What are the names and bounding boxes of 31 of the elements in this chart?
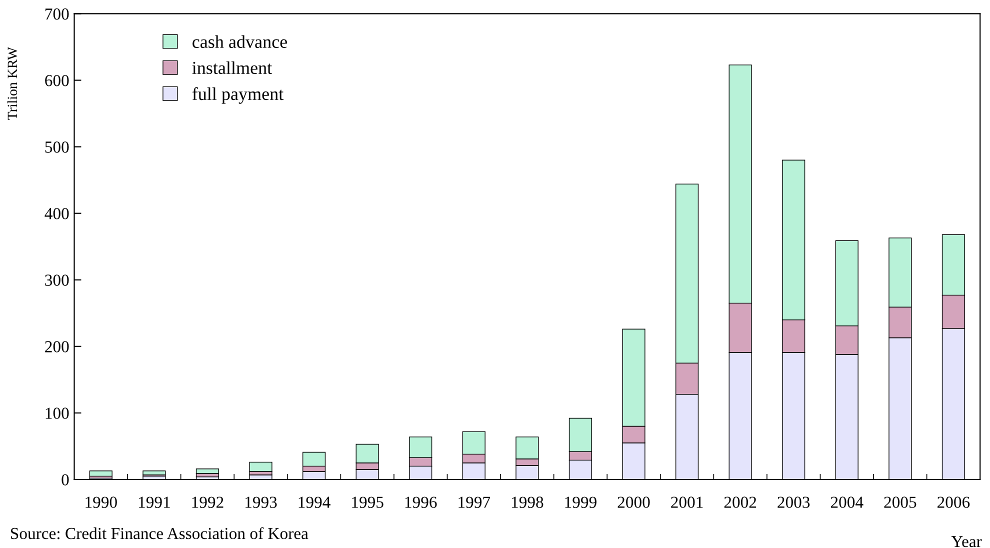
y-tick-label: 700	[45, 8, 69, 20]
y-axis-title: Trilion KRW	[7, 46, 18, 120]
x-tick-label: 2006	[938, 496, 970, 508]
y-tick-label: 0	[62, 474, 69, 486]
y-tick-label: 600	[45, 74, 69, 86]
x-tick-label: 2003	[778, 496, 810, 508]
x-tick-label: 1991	[138, 496, 170, 508]
x-tick-label: 1992	[192, 496, 224, 508]
legend-label: cash advance	[192, 35, 287, 48]
x-tick-label: 1995	[352, 496, 384, 508]
legend-label: installment	[192, 61, 272, 74]
y-tick-label: 100	[46, 408, 69, 419]
x-tick-label: 1993	[246, 496, 277, 508]
x-tick-label: 1996	[405, 496, 437, 508]
x-tick-label: 1999	[565, 496, 596, 508]
y-tick-label: 300	[45, 274, 69, 286]
y-tick-label: 200	[45, 341, 69, 352]
x-tick-label: 1990	[86, 496, 117, 508]
x-tick-label: 1994	[298, 496, 330, 508]
x-tick-label: 1997	[458, 496, 490, 508]
x-axis-title: Year	[951, 536, 982, 548]
x-tick-label: 2002	[724, 496, 756, 508]
y-tick-label: 500	[45, 141, 69, 153]
x-tick-label: 1998	[512, 496, 544, 508]
source-note: Source: Credit Finance Association of Korea	[11, 527, 308, 540]
x-tick-label: 2001	[671, 496, 703, 508]
y-tick-label: 400	[44, 208, 69, 220]
x-tick-label: 2004	[830, 496, 864, 508]
legend-label: full payment	[192, 87, 284, 104]
x-tick-label: 2005	[884, 496, 916, 508]
x-tick-label: 2000	[618, 496, 650, 508]
